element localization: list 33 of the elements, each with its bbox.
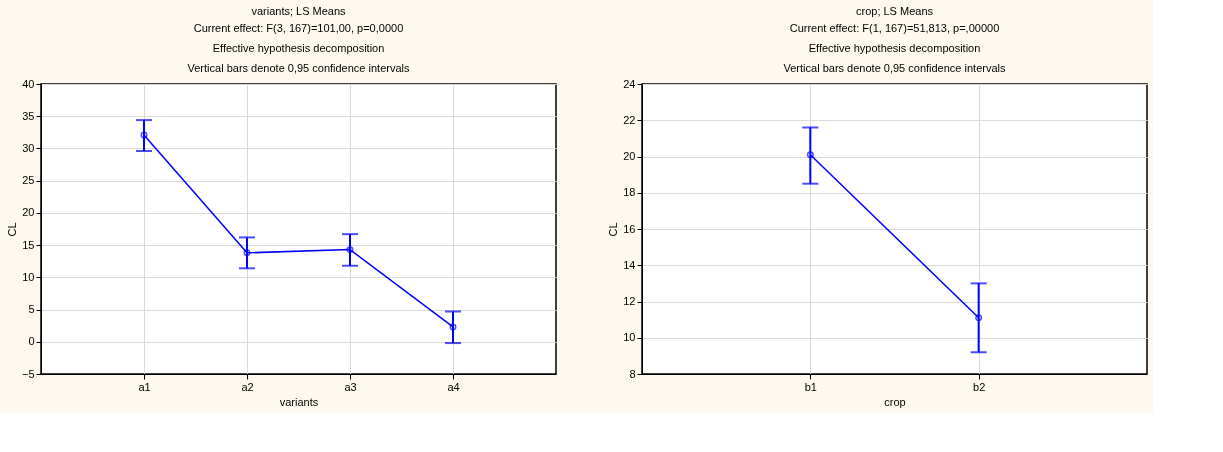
- y-tick-label: 15: [22, 238, 35, 251]
- chart-subtitle: Current effect: F(1, 167)=51,813, p=,00000 Effective hypothesis decomposition Vertical bars denote 0,95 confidence intervals: [783, 22, 1006, 74]
- y-tick-label: 8: [629, 367, 636, 380]
- y-tick-label: 18: [623, 186, 636, 199]
- y-axis-title: CL: [5, 222, 18, 237]
- x-tick-label: a4: [447, 380, 460, 393]
- chart-title: variants; LS Means: [251, 5, 347, 17]
- y-tick-label: 16: [623, 222, 636, 235]
- y-tick-label: 0: [28, 335, 35, 348]
- x-axis-title: variants: [279, 395, 319, 408]
- y-tick-label: 35: [22, 109, 35, 122]
- y-tick-label: 24: [623, 77, 636, 90]
- x-tick-label: b1: [804, 380, 817, 393]
- chart-subtitle: Current effect: F(3, 167)=101,00, p=0,0000 Effective hypothesis decomposition Vertical bars denote 0,95 confidence intervals: [187, 22, 410, 74]
- y-tick-label: 5: [28, 303, 35, 316]
- chart-title: crop; LS Means: [855, 5, 934, 17]
- x-tick-label: b2: [973, 380, 986, 393]
- x-tick-label: a3: [344, 380, 357, 393]
- y-tick-label: 25: [22, 174, 35, 187]
- y-tick-label: 40: [22, 77, 35, 90]
- x-tick-label: a2: [241, 380, 254, 393]
- y-tick-label: 20: [623, 150, 636, 162]
- x-tick-label: a1: [138, 380, 151, 393]
- y-axis-title: CL: [607, 222, 620, 237]
- y-tick-label: −5: [21, 367, 35, 380]
- x-axis-title: crop: [884, 395, 906, 408]
- y-tick-label: 10: [22, 270, 35, 283]
- y-tick-label: 14: [623, 258, 636, 271]
- y-tick-label: 30: [22, 141, 35, 154]
- y-tick-label: 22: [623, 113, 636, 126]
- y-tick-label: 12: [623, 295, 636, 307]
- y-tick-label: 20: [22, 206, 35, 219]
- y-tick-label: 10: [623, 331, 636, 344]
